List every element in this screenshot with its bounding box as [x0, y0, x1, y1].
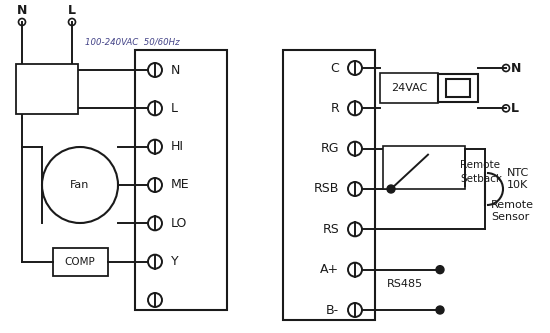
Circle shape — [436, 266, 444, 274]
Text: B-: B- — [326, 303, 339, 316]
Bar — [383, 146, 465, 189]
Text: 100-240VAC  50/60Hz: 100-240VAC 50/60Hz — [85, 38, 180, 47]
Text: C: C — [330, 62, 339, 75]
Bar — [135, 50, 227, 310]
Text: Remote: Remote — [460, 160, 500, 170]
Text: R: R — [330, 102, 339, 115]
Circle shape — [436, 306, 444, 314]
Text: A+: A+ — [320, 263, 339, 276]
Bar — [283, 50, 375, 320]
Bar — [446, 79, 470, 97]
Bar — [16, 64, 78, 114]
Text: NTC: NTC — [507, 168, 529, 178]
Text: N: N — [17, 4, 27, 17]
Text: RG: RG — [321, 142, 339, 155]
Bar — [380, 73, 438, 103]
Text: Setback: Setback — [460, 174, 502, 184]
Text: COMP: COMP — [65, 257, 95, 267]
Circle shape — [387, 185, 395, 193]
Text: RS485: RS485 — [387, 279, 423, 289]
Text: N: N — [511, 62, 521, 75]
Text: L: L — [511, 102, 519, 115]
Text: RSB: RSB — [314, 182, 339, 195]
Text: 10K: 10K — [507, 180, 528, 190]
Text: Remote: Remote — [491, 200, 534, 210]
Text: Y: Y — [171, 255, 179, 268]
Text: LO: LO — [171, 217, 188, 230]
Bar — [438, 74, 478, 102]
Text: L: L — [171, 102, 178, 115]
Text: RS: RS — [322, 223, 339, 236]
Bar — [52, 248, 107, 276]
Text: Sensor: Sensor — [491, 212, 529, 222]
Text: HI: HI — [171, 140, 184, 153]
Text: Fan: Fan — [70, 180, 90, 190]
Text: ME: ME — [171, 178, 190, 191]
Text: N: N — [171, 64, 180, 77]
Text: L: L — [68, 4, 76, 17]
Text: 24VAC: 24VAC — [391, 83, 427, 93]
